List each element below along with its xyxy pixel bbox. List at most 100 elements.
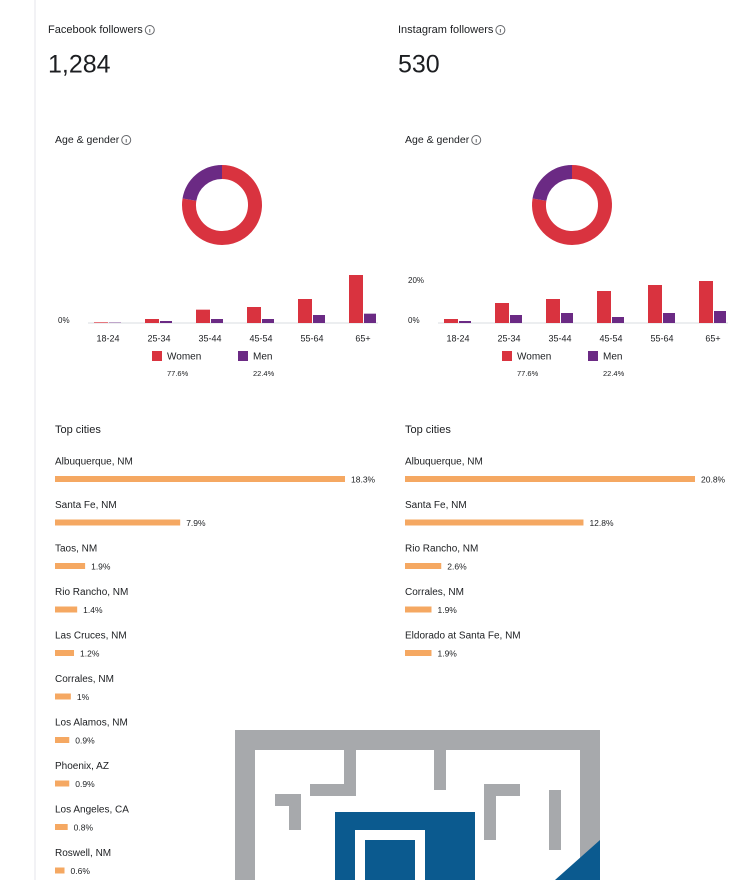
legend-label: Women <box>517 352 551 363</box>
section-title: Age & gender <box>405 134 470 146</box>
info-icon <box>495 25 506 35</box>
city-bar <box>55 650 75 656</box>
legend-label: Men <box>253 352 272 363</box>
bar <box>211 319 223 323</box>
city-bar <box>55 693 71 700</box>
panel-title: Instagram followers <box>398 24 494 36</box>
city-name: Los Alamos, NM <box>55 718 128 729</box>
bar <box>546 299 560 323</box>
x-tick-label: 55-64 <box>650 333 673 343</box>
section-title: Top cities <box>55 424 101 436</box>
y-tick-label: 20% <box>408 276 424 285</box>
city-value: 1.4% <box>83 605 103 615</box>
follower-count: 530 <box>398 51 440 79</box>
donut-segment <box>532 165 612 245</box>
y-tick-label: 0% <box>58 316 70 325</box>
city-bar <box>405 519 584 526</box>
city-value: 7.9% <box>186 518 206 528</box>
bar <box>495 303 509 323</box>
x-tick-label: 18-24 <box>96 333 119 343</box>
x-tick-label: 45-54 <box>249 333 272 343</box>
legend-swatch <box>152 351 162 361</box>
donut-segment <box>182 165 223 202</box>
city-name: Las Cruces, NM <box>55 631 127 642</box>
city-bar <box>55 563 86 569</box>
city-value: 20.8% <box>701 474 726 484</box>
city-value: 18.3% <box>351 474 376 484</box>
city-name: Rio Rancho, NM <box>55 587 128 598</box>
legend-label: Women <box>167 352 201 363</box>
follower-count: 1,284 <box>48 51 111 79</box>
y-tick-label: 0% <box>408 316 420 325</box>
city-bar <box>55 519 181 526</box>
city-value: 0.6% <box>71 866 91 876</box>
x-tick-label: 55-64 <box>300 333 323 343</box>
city-name: Corrales, NM <box>55 674 114 685</box>
city-name: Phoenix, AZ <box>55 761 109 772</box>
legend-swatch <box>238 351 248 361</box>
city-value: 1.2% <box>80 648 100 658</box>
city-name: Albuquerque, NM <box>55 457 133 468</box>
bar <box>313 315 325 323</box>
city-name: Albuquerque, NM <box>405 457 483 468</box>
legend-swatch <box>502 351 512 361</box>
city-bar <box>55 606 78 613</box>
bar <box>145 319 159 323</box>
legend-label: Men <box>603 352 622 363</box>
city-bar <box>55 824 68 830</box>
bar <box>298 299 312 323</box>
city-value: 1.9% <box>437 648 457 658</box>
city-name: Santa Fe, NM <box>405 500 467 511</box>
bar <box>349 275 363 323</box>
bar <box>714 311 726 323</box>
x-tick-label: 35-44 <box>198 333 221 343</box>
city-bar <box>405 650 432 656</box>
city-name: Rio Rancho, NM <box>405 544 478 555</box>
city-name: Taos, NM <box>55 544 97 555</box>
bar <box>663 313 675 323</box>
x-tick-label: 65+ <box>705 333 720 343</box>
bar <box>597 291 611 323</box>
city-value: 1% <box>77 692 90 702</box>
bar <box>648 285 662 323</box>
bar <box>94 322 108 323</box>
city-name: Eldorado at Santa Fe, NM <box>405 631 521 642</box>
bar <box>247 307 261 323</box>
donut-segment <box>182 165 262 245</box>
logo <box>235 730 600 880</box>
info-icon <box>121 135 132 145</box>
city-bar <box>55 780 70 787</box>
legend-share: 77.6% <box>167 369 189 378</box>
city-value: 2.6% <box>447 561 467 571</box>
city-value: 0.9% <box>75 779 95 789</box>
city-bar <box>55 867 65 874</box>
bar <box>612 317 624 323</box>
donut-segment <box>532 165 573 202</box>
panel-title: Facebook followers <box>48 24 143 36</box>
x-tick-label: 25-34 <box>147 333 170 343</box>
city-name: Los Angeles, CA <box>55 805 129 816</box>
legend-share: 22.4% <box>253 369 275 378</box>
legend-swatch <box>588 351 598 361</box>
city-bar <box>55 476 345 482</box>
bar <box>262 319 274 323</box>
info-icon <box>144 25 155 35</box>
bar <box>561 313 573 323</box>
bar <box>196 309 210 323</box>
city-value: 0.8% <box>74 822 94 832</box>
x-tick-label: 18-24 <box>446 333 469 343</box>
bar <box>699 281 713 323</box>
x-tick-label: 45-54 <box>599 333 622 343</box>
bar <box>364 313 376 323</box>
bar <box>510 315 522 323</box>
bar <box>459 321 471 323</box>
section-title: Top cities <box>405 424 451 436</box>
city-bar <box>405 606 432 613</box>
city-value: 1.9% <box>437 605 457 615</box>
legend-share: 77.6% <box>517 369 539 378</box>
section-title: Age & gender <box>55 134 120 146</box>
city-name: Santa Fe, NM <box>55 500 117 511</box>
x-tick-label: 25-34 <box>497 333 520 343</box>
